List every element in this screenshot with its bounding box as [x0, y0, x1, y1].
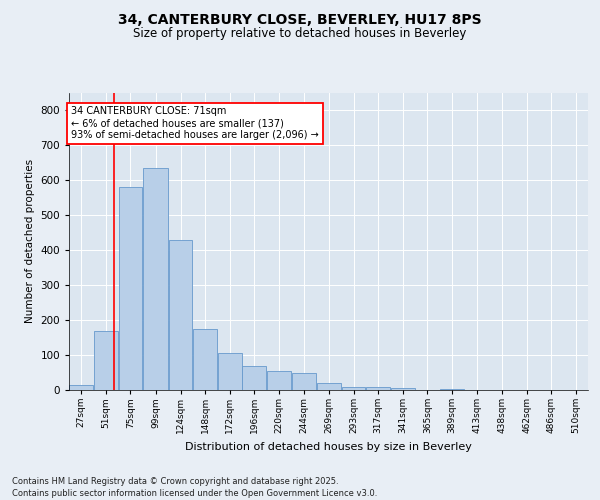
Text: 34, CANTERBURY CLOSE, BEVERLEY, HU17 8PS: 34, CANTERBURY CLOSE, BEVERLEY, HU17 8PS	[118, 12, 482, 26]
Text: 34 CANTERBURY CLOSE: 71sqm
← 6% of detached houses are smaller (137)
93% of semi: 34 CANTERBURY CLOSE: 71sqm ← 6% of detac…	[71, 106, 319, 140]
Bar	[218, 353, 242, 390]
Bar	[317, 383, 341, 390]
Bar	[391, 388, 415, 390]
Y-axis label: Number of detached properties: Number of detached properties	[25, 159, 35, 324]
X-axis label: Distribution of detached houses by size in Beverley: Distribution of detached houses by size …	[185, 442, 472, 452]
Text: Size of property relative to detached houses in Beverley: Size of property relative to detached ho…	[133, 28, 467, 40]
Bar	[242, 366, 266, 390]
Bar	[366, 387, 390, 390]
Bar	[94, 330, 118, 390]
Bar	[119, 187, 142, 390]
Bar	[143, 168, 168, 390]
Bar	[169, 240, 193, 390]
Bar	[440, 389, 464, 390]
Bar	[342, 386, 365, 390]
Text: Contains HM Land Registry data © Crown copyright and database right 2025.
Contai: Contains HM Land Registry data © Crown c…	[12, 476, 377, 498]
Bar	[267, 371, 291, 390]
Bar	[193, 329, 217, 390]
Bar	[70, 385, 93, 390]
Bar	[292, 372, 316, 390]
